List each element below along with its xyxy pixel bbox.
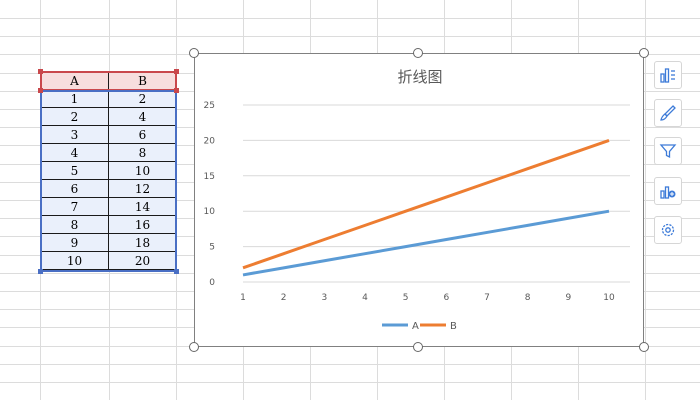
selection-handle[interactable]: [38, 269, 43, 274]
table-body: 1 2 2 4 3 6 4 8 5 10 6 12 7 14 8 16 9 18 10 20: [40, 89, 177, 270]
table-cell[interactable]: 6: [40, 179, 109, 198]
table-row: 10 20: [40, 251, 177, 270]
table-row: 5 10: [40, 161, 177, 180]
chart-filter-icon: [659, 144, 677, 159]
chart-filter-button[interactable]: [654, 137, 682, 165]
table-cell[interactable]: 14: [108, 197, 177, 216]
chart-gridlines: [243, 104, 630, 283]
x-tick-label: 4: [362, 293, 368, 303]
chart-resize-handle-bottom-left[interactable]: [189, 342, 199, 352]
table-row: 8 16: [40, 215, 177, 234]
chart-style-button[interactable]: [654, 99, 682, 127]
y-tick-label: 20: [204, 136, 216, 146]
x-tick-label: 5: [403, 293, 409, 303]
table-row: 9 18: [40, 233, 177, 252]
table-cell[interactable]: 18: [108, 233, 177, 252]
table-cell[interactable]: 5: [40, 161, 109, 180]
table-cell[interactable]: 2: [108, 89, 177, 108]
table-cell[interactable]: 1: [40, 89, 109, 108]
selection-handle[interactable]: [174, 69, 179, 74]
x-tick-label: 3: [321, 293, 327, 303]
y-tick-label: 15: [204, 172, 215, 182]
chart-series: [242, 138, 610, 277]
table-cell[interactable]: 10: [40, 251, 109, 270]
selection-handle[interactable]: [38, 88, 43, 93]
chart-resize-handle-bottom-right[interactable]: [639, 342, 649, 352]
x-tick-label: 7: [484, 293, 490, 303]
x-tick-label: 9: [565, 293, 571, 303]
y-tick-label: 0: [209, 278, 215, 288]
chart-resize-handle-top-right[interactable]: [639, 48, 649, 58]
table-cell[interactable]: 2: [40, 107, 109, 126]
chart-title: 折线图: [397, 68, 442, 86]
table-cell[interactable]: 8: [108, 143, 177, 162]
x-tick-label: 2: [281, 293, 287, 303]
table-header-row: A B: [40, 71, 177, 90]
chart-elements-button[interactable]: [654, 61, 682, 89]
table-cell[interactable]: 4: [108, 107, 177, 126]
series-line-a: [242, 209, 610, 277]
x-tick-label: 10: [603, 293, 615, 303]
chart-elements-icon: [660, 68, 675, 83]
table-cell[interactable]: 7: [40, 197, 109, 216]
y-tick-label: 5: [209, 243, 215, 253]
chart-resize-handle-top[interactable]: [413, 48, 423, 58]
y-tick-label: 25: [204, 101, 215, 111]
table-cell[interactable]: 4: [40, 143, 109, 162]
chart-resize-handle-top-left[interactable]: [189, 48, 199, 58]
table-cell[interactable]: 10: [108, 161, 177, 180]
table-cell[interactable]: 6: [108, 125, 177, 144]
legend-label-b: B: [450, 321, 457, 332]
header-cell-b[interactable]: B: [108, 71, 177, 90]
table-cell[interactable]: 8: [40, 215, 109, 234]
data-table[interactable]: A B 1 2 2 4 3 6 4 8 5 10 6 12 7 14 8 16 9 18 10 20: [40, 71, 177, 270]
header-cell-a[interactable]: A: [40, 71, 109, 90]
series-line-b: [242, 138, 610, 270]
x-tick-label: 1: [240, 293, 246, 303]
selection-handle[interactable]: [174, 269, 179, 274]
y-tick-label: 10: [204, 207, 216, 217]
y-axis-ticks: 0 5 10 15 20 25: [204, 101, 216, 288]
chart-resize-handle-bottom[interactable]: [413, 342, 423, 352]
settings-icon: [661, 223, 675, 237]
table-cell[interactable]: 16: [108, 215, 177, 234]
table-cell[interactable]: 12: [108, 179, 177, 198]
selection-handle[interactable]: [38, 69, 43, 74]
chart-type-icon: [660, 186, 676, 199]
chart-type-button[interactable]: [654, 177, 682, 205]
table-row: 7 14: [40, 197, 177, 216]
legend-label-a: A: [412, 321, 419, 332]
table-cell[interactable]: 20: [108, 251, 177, 270]
x-axis-ticks: 1 2 3 4 5 6 7 8 9 10: [240, 293, 615, 303]
table-cell[interactable]: 3: [40, 125, 109, 144]
x-tick-label: 6: [443, 293, 449, 303]
chart-settings-button[interactable]: [654, 216, 682, 244]
selection-handle[interactable]: [174, 88, 179, 93]
chart-style-icon: [660, 105, 676, 121]
table-cell[interactable]: 9: [40, 233, 109, 252]
x-tick-label: 8: [525, 293, 531, 303]
table-row: 6 12: [40, 179, 177, 198]
